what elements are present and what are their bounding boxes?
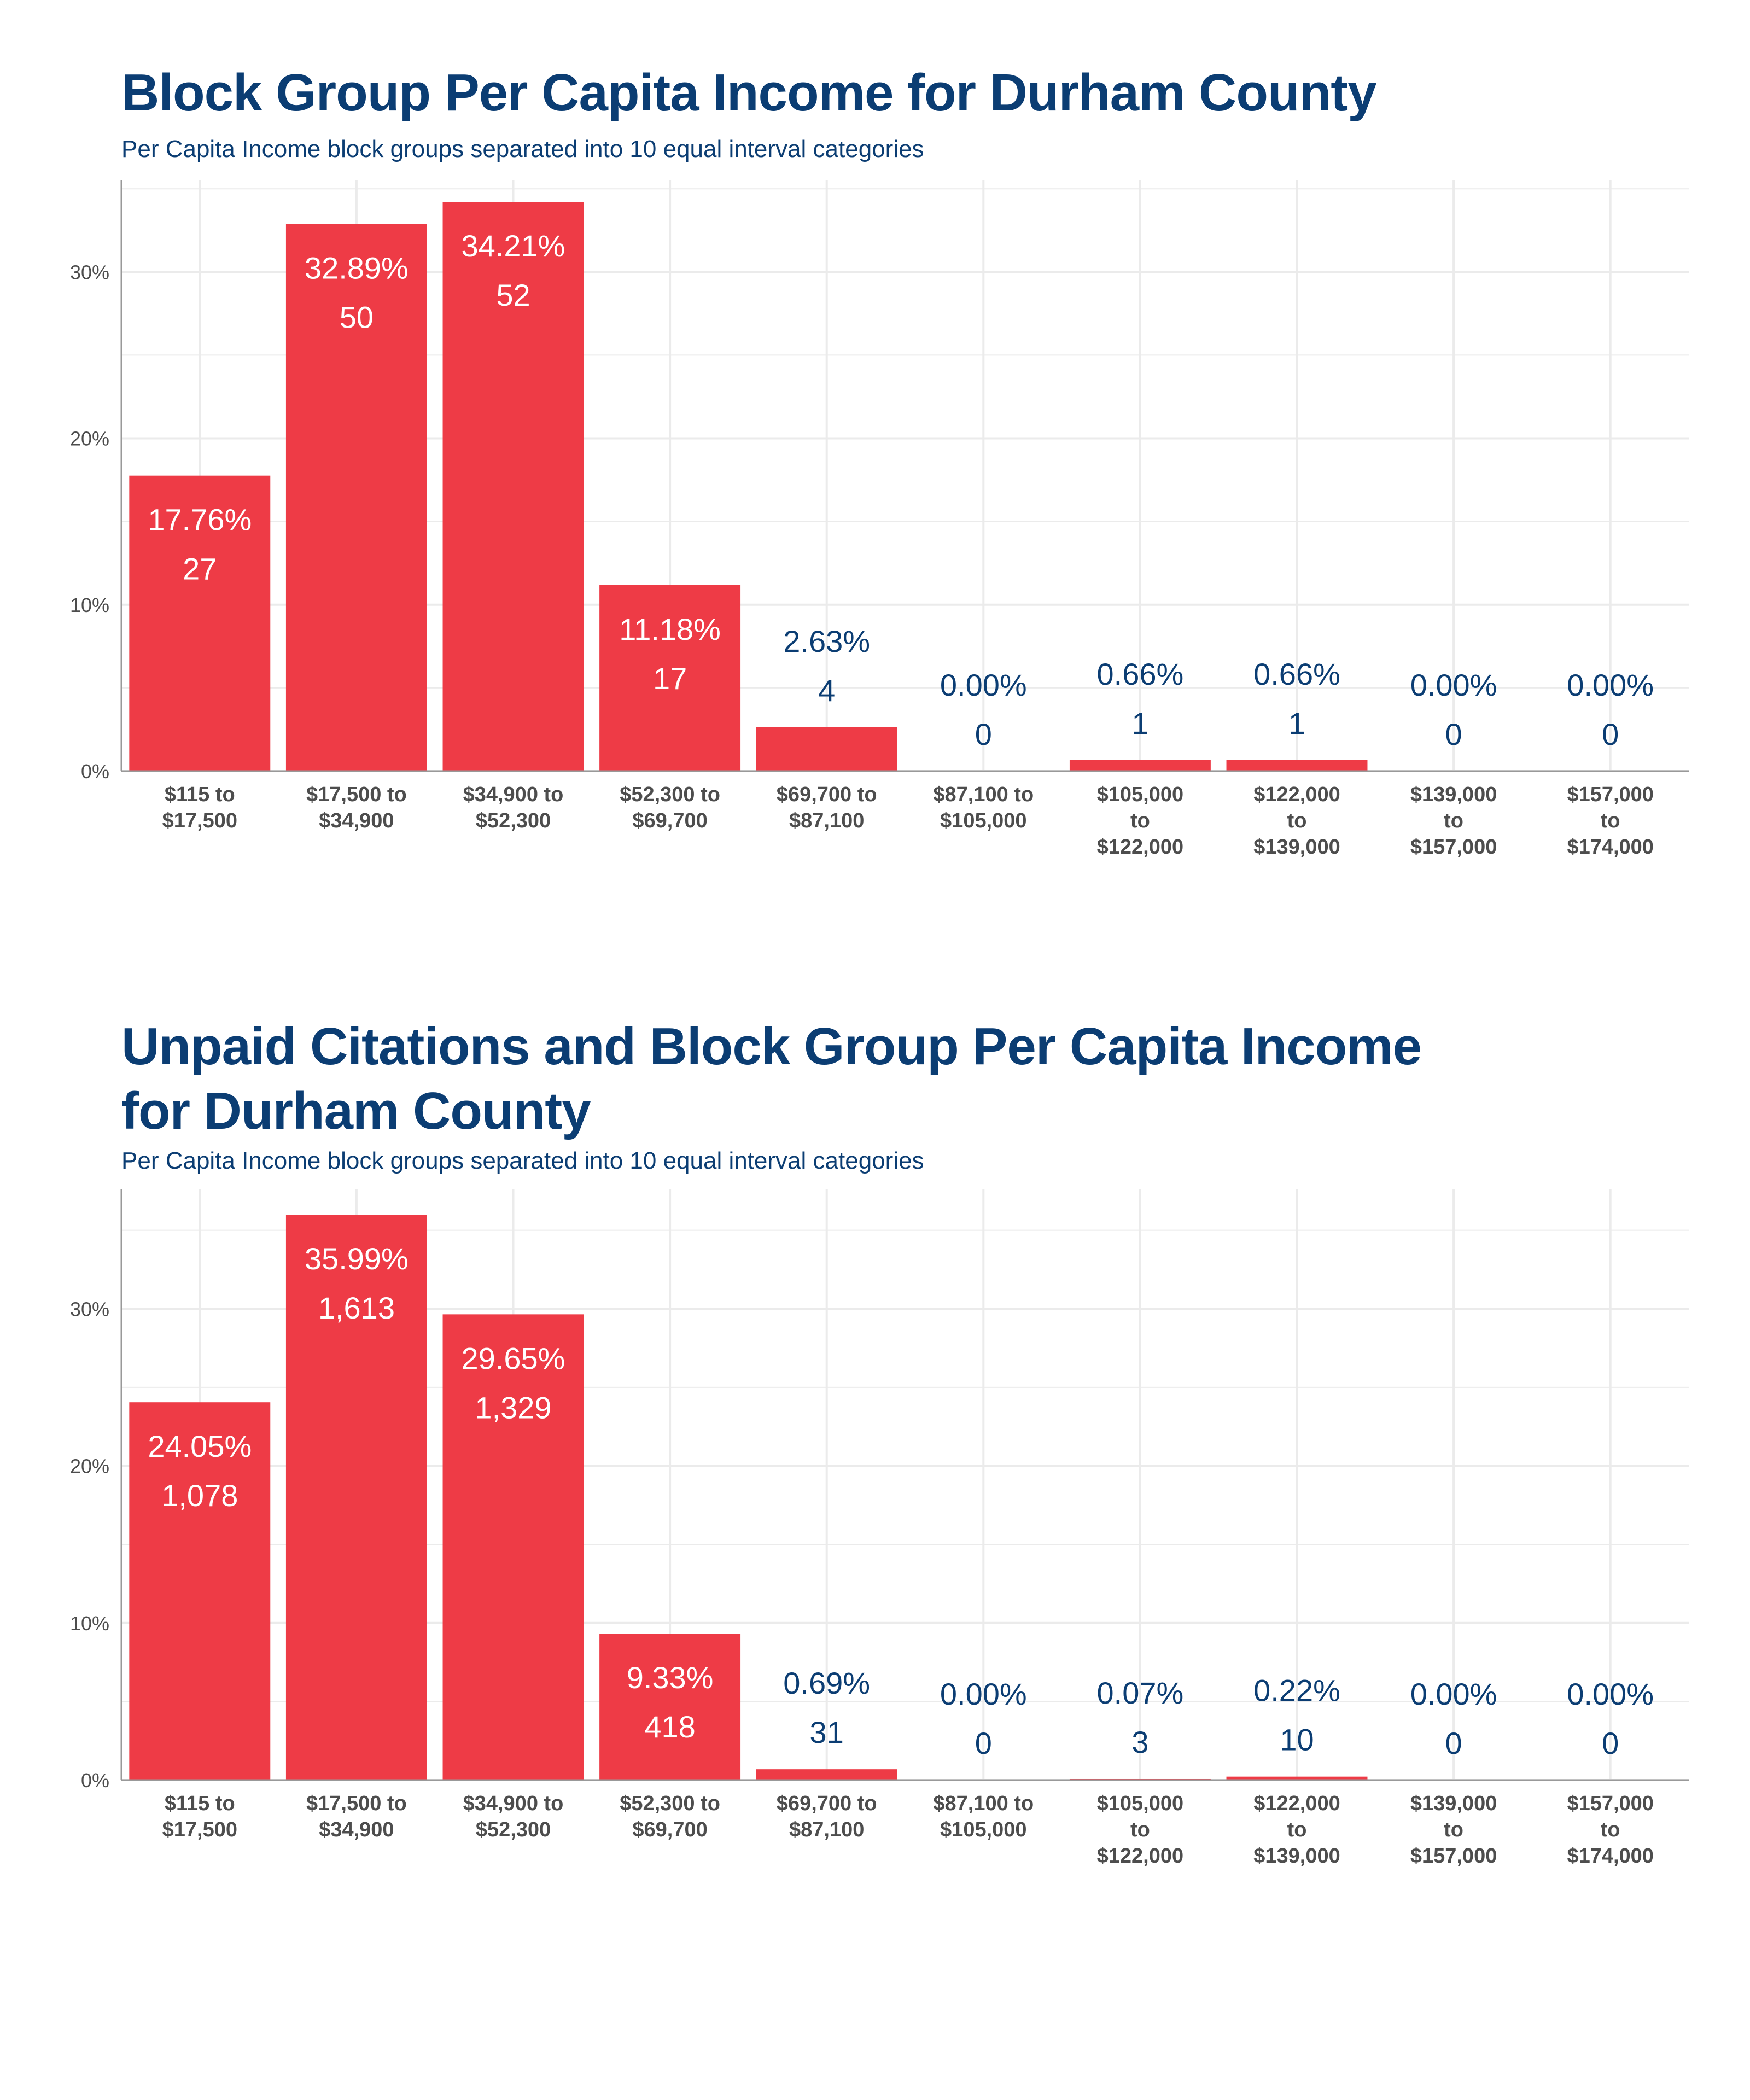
x-tick-label: $34,900 to $52,300: [463, 1792, 564, 1841]
y-tick-label: 30%: [70, 1298, 109, 1320]
bar-count-label: 0: [1602, 717, 1619, 751]
x-tick-label: $69,700 to $87,100: [777, 783, 877, 832]
bar-percent-label: 0.00%: [1567, 668, 1654, 702]
chart-title-2: Unpaid Citations and Block Group Per Cap…: [121, 1017, 1422, 1140]
x-tick-label: $34,900 to $52,300: [463, 783, 564, 832]
chart-panel-2: Unpaid Citations and Block Group Per Cap…: [0, 984, 1750, 1914]
bar-percent-label: 0.66%: [1097, 657, 1184, 691]
y-tick-label: 30%: [70, 261, 109, 283]
bar-percent-label: 0.00%: [940, 1677, 1027, 1711]
bar-count-label: 50: [340, 300, 374, 334]
x-tick-label: $105,000 to $122,000: [1097, 783, 1184, 859]
y-tick-label: 0%: [81, 760, 109, 783]
x-tick-label: $115 to $17,500: [162, 783, 237, 832]
x-tick-label: $69,700 to $87,100: [777, 1792, 877, 1841]
bar: [1069, 760, 1211, 771]
x-tick-label: $87,100 to $105,000: [933, 1792, 1034, 1841]
bar-count-label: 418: [644, 1710, 695, 1744]
bar-count-label: 1,329: [475, 1390, 551, 1425]
bar-chart-2: 0% 10% 20% 30% 24.05% 1,078 $115 to $17,500 35.9…: [70, 1189, 1689, 1868]
x-tick-label: $52,300 to $69,700: [620, 783, 720, 832]
x-tick-label: $115 to $17,500: [162, 1792, 237, 1841]
bar: [599, 1634, 741, 1780]
bar: [1226, 1776, 1368, 1780]
y-tick-label: 20%: [70, 1455, 109, 1478]
bar-percent-label: 0.00%: [940, 668, 1027, 702]
bar-percent-label: 0.00%: [1410, 1677, 1497, 1711]
bar-count-label: 52: [496, 278, 530, 312]
bar-percent-label: 17.76%: [148, 503, 252, 537]
x-tick-label: $122,000 to $139,000: [1253, 783, 1340, 859]
bar-percent-label: 24.05%: [148, 1429, 252, 1463]
x-tick-label: $105,000 to $122,000: [1097, 1792, 1184, 1868]
bar-count-label: 1: [1131, 706, 1148, 740]
bar-count-label: 0: [975, 1726, 992, 1760]
bar: [442, 202, 584, 771]
bar-count-label: 1: [1288, 706, 1305, 740]
x-tick-label: $157,000 to $174,000: [1567, 1792, 1654, 1868]
bar: [285, 224, 427, 771]
bar-percent-label: 0.00%: [1410, 668, 1497, 702]
y-tick-label: 0%: [81, 1769, 109, 1792]
bar-count-label: 0: [1602, 1726, 1619, 1760]
y-tick-label: 10%: [70, 594, 109, 616]
bar-percent-label: 2.63%: [783, 624, 870, 658]
bar-count-label: 1,078: [161, 1478, 238, 1513]
bar: [756, 1769, 897, 1780]
bar: [129, 475, 271, 771]
chart-title-1: Block Group Per Capita Income for Durham…: [121, 63, 1377, 122]
x-tick-label: $122,000 to $139,000: [1253, 1792, 1340, 1868]
bar-percent-label: 34.21%: [462, 229, 565, 263]
chart-subtitle-1: Per Capita Income block groups separated…: [121, 136, 924, 162]
chart-subtitle-2: Per Capita Income block groups separated…: [121, 1147, 924, 1174]
bar-chart-1: 0% 10% 20% 30% 17.76% 27 $115 to $17,500 32.89% 5…: [70, 180, 1689, 859]
bar-percent-label: 0.07%: [1097, 1676, 1184, 1710]
bar-percent-label: 0.69%: [783, 1666, 870, 1700]
bar-count-label: 3: [1131, 1725, 1148, 1759]
bar-count-label: 0: [975, 717, 992, 751]
bar: [599, 585, 741, 771]
bar: [129, 1402, 271, 1780]
bar-count-label: 0: [1445, 717, 1462, 751]
x-tick-label: $17,500 to $34,900: [306, 783, 407, 832]
bar-percent-label: 35.99%: [305, 1241, 409, 1276]
bar-count-label: 1,613: [318, 1291, 395, 1325]
chart-panel-1: Block Group Per Capita Income for Durham…: [0, 0, 1750, 930]
bar-percent-label: 11.18%: [619, 612, 721, 646]
bar-count-label: 4: [818, 673, 835, 708]
bar-count-label: 27: [183, 552, 217, 586]
x-tick-label: $87,100 to $105,000: [933, 783, 1034, 832]
y-tick-label: 20%: [70, 428, 109, 450]
bar-percent-label: 0.66%: [1253, 657, 1340, 691]
x-tick-label: $139,000 to $157,000: [1410, 1792, 1497, 1868]
bar: [1226, 760, 1368, 771]
x-tick-label: $139,000 to $157,000: [1410, 783, 1497, 859]
bar: [442, 1314, 584, 1780]
y-tick-label: 10%: [70, 1612, 109, 1635]
x-tick-label: $52,300 to $69,700: [620, 1792, 720, 1841]
bar-count-label: 10: [1280, 1723, 1314, 1757]
bar: [756, 727, 897, 771]
bar: [285, 1215, 427, 1780]
bar-count-label: 17: [653, 661, 687, 696]
bar-count-label: 31: [810, 1715, 844, 1749]
x-tick-label: $17,500 to $34,900: [306, 1792, 407, 1841]
bar-percent-label: 9.33%: [627, 1660, 714, 1695]
bar-count-label: 0: [1445, 1726, 1462, 1760]
bar-percent-label: 0.22%: [1253, 1673, 1340, 1708]
bar-percent-label: 29.65%: [462, 1341, 565, 1375]
bar-percent-label: 32.89%: [305, 250, 409, 285]
x-tick-label: $157,000 to $174,000: [1567, 783, 1654, 859]
bar-percent-label: 0.00%: [1567, 1677, 1654, 1711]
